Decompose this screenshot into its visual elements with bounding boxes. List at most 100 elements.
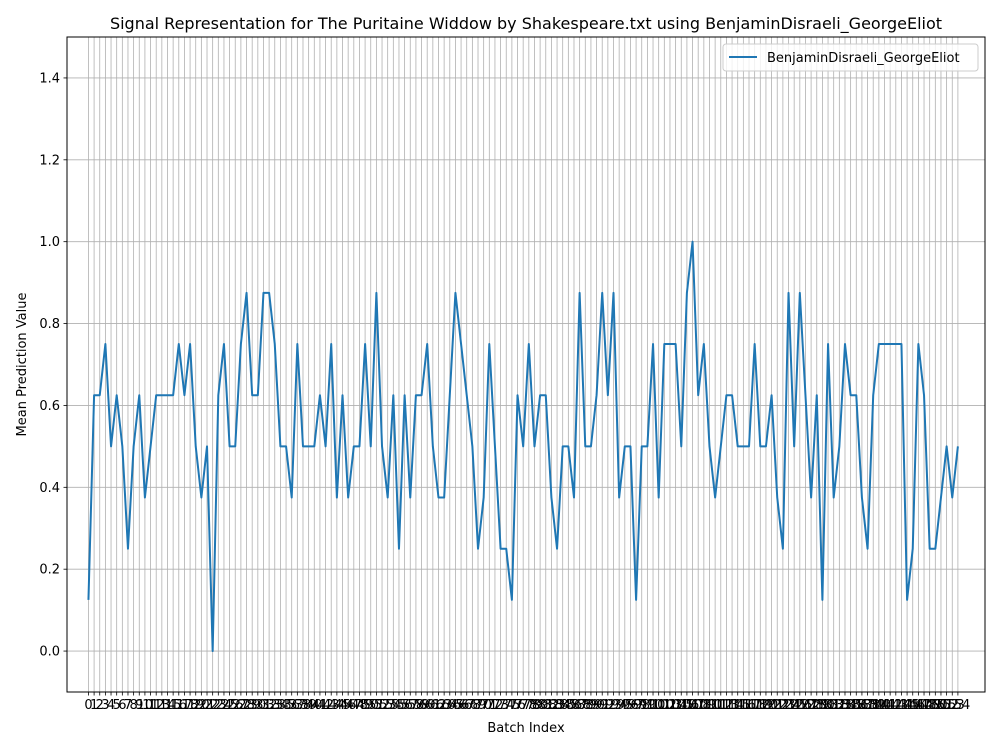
legend-box bbox=[722, 43, 979, 72]
x-tick-label: 108 bbox=[686, 698, 711, 713]
x-tick-label: 121 bbox=[759, 698, 784, 713]
x-tick-label: 32 bbox=[261, 698, 278, 713]
x-tick-label: 95 bbox=[617, 698, 634, 713]
x-axis-ticks: 0123456789101112131415161718192021222324… bbox=[84, 692, 970, 713]
x-tick-label: 39 bbox=[300, 698, 317, 713]
x-tick-label: 28 bbox=[238, 698, 255, 713]
x-tick-label: 52 bbox=[374, 698, 391, 713]
x-tick-label: 77 bbox=[515, 698, 532, 713]
y-tick-label: 0.8 bbox=[39, 317, 60, 332]
x-tick-label: 7 bbox=[124, 698, 132, 713]
x-tick-label: 143 bbox=[883, 698, 908, 713]
x-tick-label: 75 bbox=[504, 698, 521, 713]
x-tick-label: 59 bbox=[413, 698, 430, 713]
x-tick-label: 56 bbox=[396, 698, 413, 713]
y-tick-label: 1.0 bbox=[39, 235, 60, 250]
x-tick-label: 27 bbox=[233, 698, 250, 713]
x-axis-label: Batch Index bbox=[487, 721, 565, 736]
y-axis-ticks: 0.0 0.2 0.4 0.6 0.8 1.0 1.2 1.4 bbox=[39, 71, 67, 660]
x-tick-label: 8 bbox=[129, 698, 137, 713]
x-tick-label: 22 bbox=[204, 698, 221, 713]
x-tick-label: 126 bbox=[787, 698, 812, 713]
x-tick-label: 69 bbox=[470, 698, 487, 713]
x-tick-label: 93 bbox=[605, 698, 622, 713]
x-tick-label: 47 bbox=[346, 698, 363, 713]
x-tick-label: 25 bbox=[221, 698, 238, 713]
x-tick-label: 60 bbox=[419, 698, 436, 713]
x-tick-label: 125 bbox=[782, 698, 807, 713]
x-tick-label: 131 bbox=[816, 698, 841, 713]
x-tick-label: 9 bbox=[135, 698, 143, 713]
legend-label: BenjaminDisraeli_GeorgeEliot bbox=[767, 51, 960, 66]
x-tick-label: 72 bbox=[487, 698, 504, 713]
x-tick-label: 65 bbox=[447, 698, 464, 713]
y-tick-label: 0.0 bbox=[39, 645, 60, 660]
y-tick-label: 1.4 bbox=[39, 71, 60, 86]
x-tick-label: 12 bbox=[148, 698, 165, 713]
series-line-benjamin-disraeli-george-eliot bbox=[87, 240, 959, 653]
x-tick-label: 67 bbox=[458, 698, 475, 713]
x-tick-label: 37 bbox=[289, 698, 306, 713]
x-tick-label: 35 bbox=[278, 698, 295, 713]
x-tick-label: 135 bbox=[838, 698, 863, 713]
x-tick-label: 133 bbox=[827, 698, 852, 713]
x-tick-label: 64 bbox=[442, 698, 459, 713]
x-tick-label: 102 bbox=[652, 698, 677, 713]
x-tick-label: 46 bbox=[340, 698, 357, 713]
x-tick-label: 114 bbox=[720, 698, 745, 713]
x-tick-label: 138 bbox=[855, 698, 880, 713]
x-tick-label: 5 bbox=[113, 698, 121, 713]
x-tick-label: 11 bbox=[142, 698, 159, 713]
x-tick-label: 152 bbox=[934, 698, 959, 713]
x-tick-label: 83 bbox=[549, 698, 566, 713]
x-tick-label: 45 bbox=[334, 698, 351, 713]
x-tick-label: 53 bbox=[379, 698, 396, 713]
x-tick-label: 99 bbox=[639, 698, 656, 713]
x-tick-label: 87 bbox=[571, 698, 588, 713]
x-tick-label: 123 bbox=[770, 698, 795, 713]
x-tick-label: 58 bbox=[408, 698, 425, 713]
x-tick-label: 113 bbox=[714, 698, 739, 713]
x-tick-label: 86 bbox=[566, 698, 583, 713]
x-tick-label: 31 bbox=[255, 698, 272, 713]
x-tick-label: 3 bbox=[101, 698, 109, 713]
x-tick-label: 23 bbox=[210, 698, 227, 713]
x-tick-label: 33 bbox=[266, 698, 283, 713]
x-tick-label: 71 bbox=[481, 698, 498, 713]
x-tick-label: 96 bbox=[622, 698, 639, 713]
series-group bbox=[87, 240, 959, 653]
x-tick-label: 84 bbox=[554, 698, 571, 713]
x-tick-label: 42 bbox=[317, 698, 334, 713]
x-tick-label: 132 bbox=[821, 698, 846, 713]
x-tick-label: 2 bbox=[96, 698, 104, 713]
x-tick-label: 119 bbox=[748, 698, 773, 713]
x-tick-label: 16 bbox=[171, 698, 188, 713]
x-tick-label: 10 bbox=[137, 698, 154, 713]
x-tick-label: 19 bbox=[187, 698, 204, 713]
x-tick-label: 104 bbox=[663, 698, 688, 713]
x-tick-label: 94 bbox=[611, 698, 628, 713]
x-tick-label: 66 bbox=[453, 698, 470, 713]
chart-title: Signal Representation for The Puritaine … bbox=[110, 14, 942, 34]
x-tick-label: 136 bbox=[844, 698, 869, 713]
x-tick-label: 26 bbox=[227, 698, 244, 713]
x-tick-label: 154 bbox=[945, 698, 970, 713]
y-tick-label: 0.6 bbox=[39, 399, 60, 414]
legend: BenjaminDisraeli_GeorgeEliot bbox=[722, 43, 979, 72]
x-tick-label: 1 bbox=[90, 698, 98, 713]
x-tick-label: 14 bbox=[159, 698, 176, 713]
x-tick-label: 40 bbox=[306, 698, 323, 713]
x-tick-label: 70 bbox=[475, 698, 492, 713]
x-tick-label: 144 bbox=[889, 698, 914, 713]
x-tick-label: 105 bbox=[669, 698, 694, 713]
x-tick-label: 153 bbox=[940, 698, 965, 713]
x-tick-label: 147 bbox=[906, 698, 931, 713]
x-tick-label: 73 bbox=[492, 698, 509, 713]
x-tick-label: 112 bbox=[708, 698, 733, 713]
x-tick-label: 4 bbox=[107, 698, 115, 713]
x-tick-label: 149 bbox=[917, 698, 942, 713]
x-tick-label: 63 bbox=[436, 698, 453, 713]
x-tick-label: 118 bbox=[742, 698, 767, 713]
x-tick-label: 129 bbox=[804, 698, 829, 713]
